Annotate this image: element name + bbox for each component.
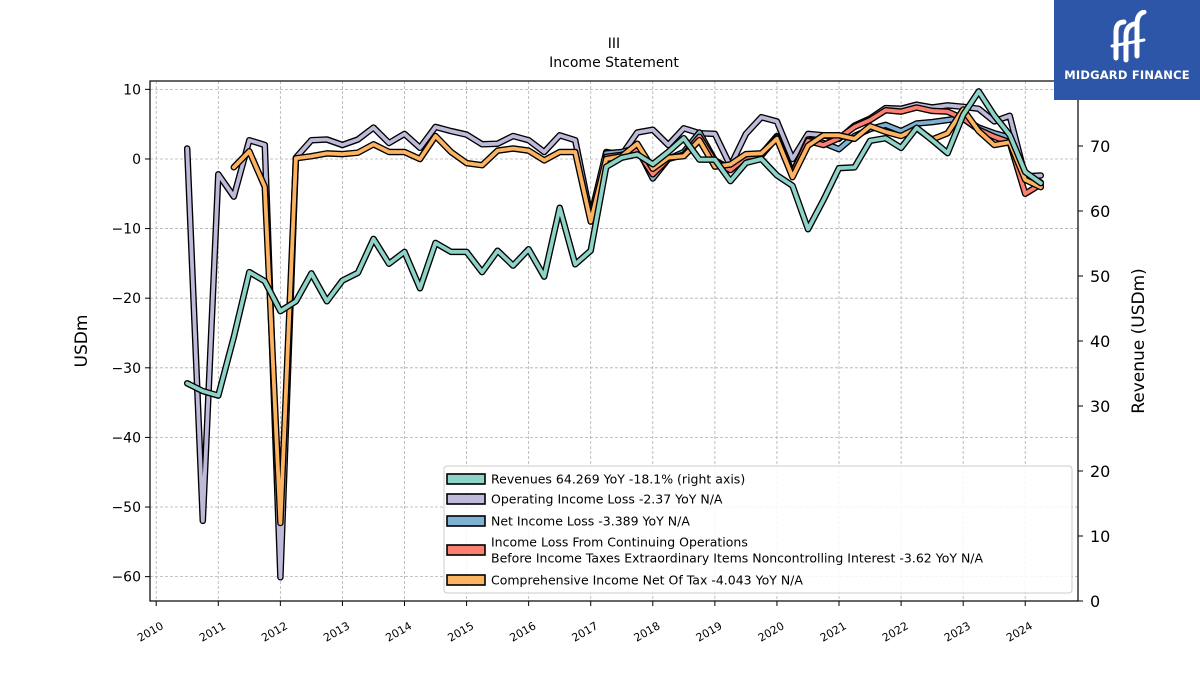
x-tick-label: 2014 [383,619,414,644]
series-lines [183,88,1045,581]
legend-label: Before Income Taxes Extraordinary Items … [491,551,984,566]
x-tick-label: 2020 [756,619,787,644]
legend-label: Revenues 64.269 YoY -18.1% (right axis) [491,472,745,487]
legend-swatch [446,515,486,527]
chart-subtitle: Income Statement [549,55,679,71]
series-outline [230,106,1045,527]
y-tick-label: −20 [111,291,141,307]
legend-label: Operating Income Loss -2.37 YoY N/A [491,492,723,507]
y-tick-label: −60 [111,570,141,586]
legend-swatch [446,544,486,556]
series-stroke [185,89,1043,398]
y-right-tick-label: 60 [1090,202,1110,221]
x-tick-label: 2023 [942,619,973,644]
series-stroke [231,107,1043,525]
series-line-4 [230,106,1045,527]
y-tick-label: −50 [111,500,141,516]
legend-label: Net Income Loss -3.389 YoY N/A [491,514,690,529]
x-tick-label: 2019 [694,619,725,644]
y-right-tick-label: 0 [1090,592,1100,611]
legend-swatch [446,493,486,505]
legend-swatch [446,574,486,586]
y-right-tick-label: 40 [1090,332,1110,351]
x-tick-label: 2010 [135,619,166,644]
y-tick-label: 0 [132,152,141,168]
brand-name: MIDGARD FINANCE [1064,68,1190,82]
x-tick-label: 2015 [445,619,476,644]
y-axis-label-left: USDm [72,315,92,368]
y-axis-label-right: Revenue (USDm) [1129,268,1149,414]
chart-title: III [608,36,620,52]
x-tick-label: 2013 [321,619,352,644]
legend-label: Comprehensive Income Net Of Tax -4.043 Y… [491,573,803,588]
legend-swatch [446,473,486,485]
x-tick-label: 2022 [880,619,911,644]
y-tick-label: 10 [123,82,141,98]
x-tick-label: 2011 [197,619,228,644]
x-tick-label: 2016 [508,619,539,644]
y-tick-label: −40 [111,430,141,446]
legend-label: Income Loss From Continuing Operations [491,535,748,550]
y-tick-label: −30 [111,361,141,377]
x-tick-label: 2017 [570,619,601,644]
y-tick-label: −10 [111,222,141,238]
legend-box [443,465,1073,594]
x-tick-label: 2024 [1004,619,1035,644]
y-right-tick-label: 50 [1090,267,1110,286]
x-tick-label: 2012 [259,619,290,644]
x-tick-label: 2021 [818,619,849,644]
y-right-tick-label: 20 [1090,462,1110,481]
y-right-tick-label: 30 [1090,397,1110,416]
y-right-tick-label: 70 [1090,137,1110,156]
brand-logo: MIDGARD FINANCE [1054,0,1200,100]
series-line-0 [183,88,1045,399]
legend: Revenues 64.269 YoY -18.1% (right axis) O… [443,465,1073,594]
brand-mark-icon [1110,10,1147,63]
y-right-tick-label: 10 [1090,527,1110,546]
x-tick-label: 2018 [632,619,663,644]
